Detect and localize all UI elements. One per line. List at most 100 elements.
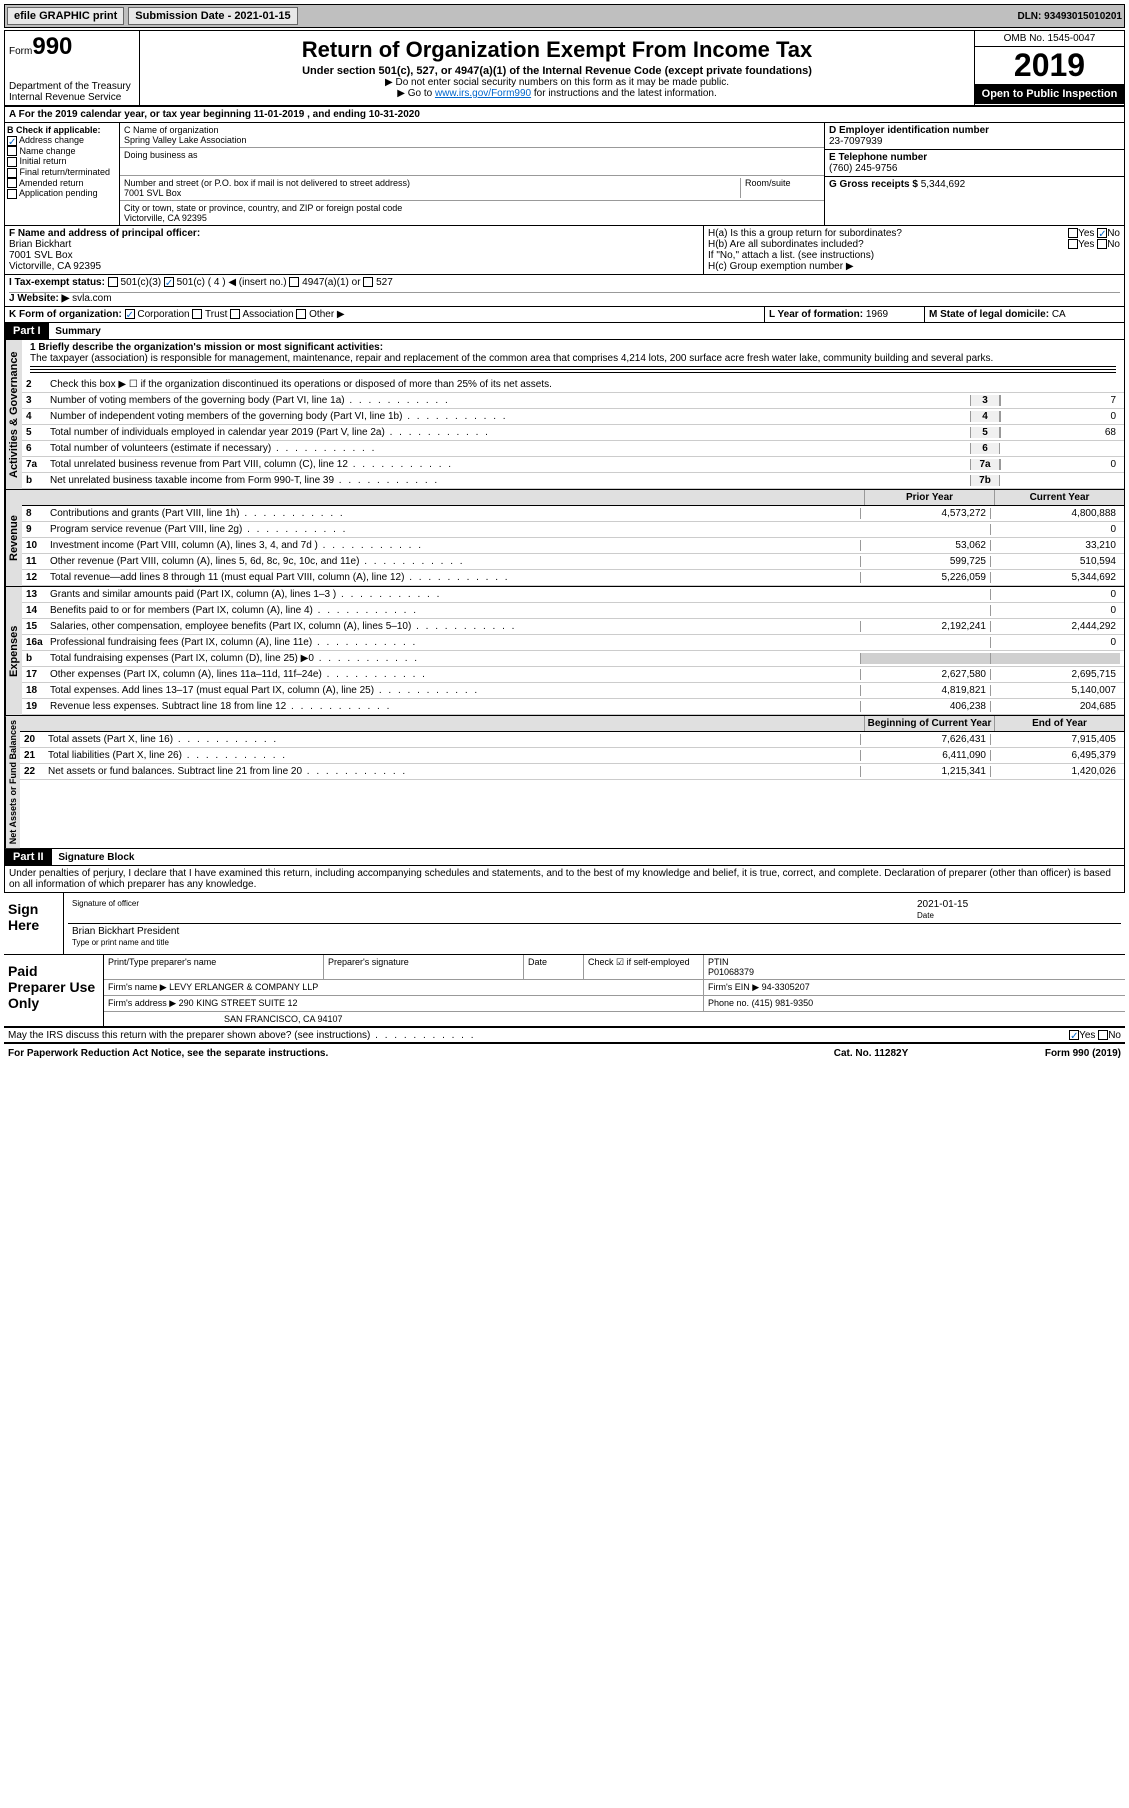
m-label: M State of legal domicile: (929, 309, 1049, 320)
j-label: J Website: ▶ (9, 293, 69, 304)
line-a: A For the 2019 calendar year, or tax yea… (4, 107, 1125, 123)
ein-value: 23-7097939 (829, 136, 1120, 147)
sign-here-label: Sign Here (4, 893, 64, 954)
sig-date-label: Date (917, 911, 934, 920)
note2-post: for instructions and the latest informat… (531, 88, 717, 99)
opt-amended: Amended return (19, 178, 84, 188)
footer-cat: Cat. No. 11282Y (771, 1048, 971, 1059)
f-label: F Name and address of principal officer: (9, 228, 699, 239)
expenses-section: Expenses 13Grants and similar amounts pa… (4, 587, 1125, 716)
org-name: Spring Valley Lake Association (124, 135, 820, 145)
k-assoc-checkbox[interactable] (230, 309, 240, 319)
gross-value: 5,344,692 (921, 179, 966, 190)
phone-value: (760) 245-9756 (829, 163, 1120, 174)
hb-no-checkbox[interactable] (1097, 239, 1107, 249)
data-line: 14Benefits paid to or for members (Part … (22, 603, 1124, 619)
ha-yes: Yes (1078, 228, 1094, 239)
line2-text: Check this box ▶ ☐ if the organization d… (50, 379, 1120, 390)
open-public-label: Open to Public Inspection (975, 84, 1124, 104)
footer-left: For Paperwork Reduction Act Notice, see … (8, 1048, 771, 1059)
sig-date: 2021-01-15 (917, 899, 968, 910)
k-opt1: Trust (205, 309, 227, 320)
submission-date-button[interactable]: Submission Date - 2021-01-15 (128, 7, 297, 25)
hb-no: No (1107, 239, 1120, 250)
checkbox-name-change[interactable] (7, 146, 17, 156)
i-opt1: 501(c) ( 4 ) ◀ (insert no.) (177, 277, 287, 288)
i-501c-checkbox[interactable] (164, 277, 174, 287)
firm-phone-label: Phone no. (708, 998, 749, 1008)
opt-name-change: Name change (20, 146, 76, 156)
form-label: Form (9, 46, 32, 57)
section-b: B Check if applicable: Address change Na… (5, 123, 120, 225)
k-opt0: Corporation (137, 309, 189, 320)
form-number: 990 (32, 33, 72, 60)
officer-addr2: Victorville, CA 92395 (9, 261, 699, 272)
part2-header: Part II (5, 849, 52, 865)
ha-yes-checkbox[interactable] (1068, 228, 1078, 238)
opt-initial: Initial return (20, 156, 67, 166)
tax-year: 2019 (975, 47, 1124, 84)
officer-addr1: 7001 SVL Box (9, 250, 699, 261)
checkbox-initial[interactable] (7, 157, 17, 167)
website-value: svla.com (72, 293, 111, 304)
governance-line: 5Total number of individuals employed in… (22, 425, 1124, 441)
checkbox-amended[interactable] (7, 178, 17, 188)
hb-yes-checkbox[interactable] (1068, 239, 1078, 249)
form-title: Return of Organization Exempt From Incom… (144, 37, 970, 63)
org-city: Victorville, CA 92395 (124, 213, 820, 223)
activities-governance-section: Activities & Governance 1 Briefly descri… (4, 340, 1125, 490)
data-line: 16aProfessional fundraising fees (Part I… (22, 635, 1124, 651)
data-line: 22Net assets or fund balances. Subtract … (20, 764, 1124, 780)
part1-title: Summary (51, 324, 105, 339)
discuss-no: No (1108, 1030, 1121, 1041)
i-opt3: 527 (376, 277, 393, 288)
dept-label: Department of the Treasury (9, 81, 135, 92)
data-line: 18Total expenses. Add lines 13–17 (must … (22, 683, 1124, 699)
k-trust-checkbox[interactable] (192, 309, 202, 319)
i-label: I Tax-exempt status: (9, 277, 105, 288)
state-domicile: CA (1052, 309, 1066, 320)
data-line: 17Other expenses (Part IX, column (A), l… (22, 667, 1124, 683)
firm-name-label: Firm's name ▶ (108, 982, 167, 992)
hb-note: If "No," attach a list. (see instruction… (708, 250, 1120, 261)
col-prior-year: Prior Year (864, 490, 994, 505)
sig-officer-label: Signature of officer (72, 899, 917, 921)
discuss-no-checkbox[interactable] (1098, 1030, 1108, 1040)
firm-ein-label: Firm's EIN ▶ (708, 982, 759, 992)
firm-addr1: 290 KING STREET SUITE 12 (179, 998, 298, 1008)
part2-title: Signature Block (54, 850, 138, 865)
data-line: 11Other revenue (Part VIII, column (A), … (22, 554, 1124, 570)
i-501c3-checkbox[interactable] (108, 277, 118, 287)
section-c: C Name of organization Spring Valley Lak… (120, 123, 824, 225)
data-line: 9Program service revenue (Part VIII, lin… (22, 522, 1124, 538)
officer-printed-name: Brian Bickhart President (72, 926, 179, 937)
printed-name-label: Type or print name and title (72, 938, 169, 947)
firm-addr-label: Firm's address ▶ (108, 998, 176, 1008)
checkbox-address-change[interactable] (7, 136, 17, 146)
checkbox-pending[interactable] (7, 189, 17, 199)
checkbox-final[interactable] (7, 168, 17, 178)
i-opt0: 501(c)(3) (121, 277, 162, 288)
ptin-label: PTIN (708, 957, 729, 967)
k-other-checkbox[interactable] (296, 309, 306, 319)
header-note-1: ▶ Do not enter social security numbers o… (144, 77, 970, 88)
hc-label: H(c) Group exemption number ▶ (708, 261, 1120, 272)
paid-preparer-block: Paid Preparer Use Only Print/Type prepar… (4, 955, 1125, 1028)
i-527-checkbox[interactable] (363, 277, 373, 287)
prep-sig-header: Preparer's signature (324, 955, 524, 979)
note2-pre: ▶ Go to (397, 88, 435, 99)
declaration-text: Under penalties of perjury, I declare th… (4, 866, 1125, 893)
year-formation: 1969 (866, 309, 888, 320)
data-line: 13Grants and similar amounts paid (Part … (22, 587, 1124, 603)
k-opt2: Association (242, 309, 293, 320)
ha-no-checkbox[interactable] (1097, 228, 1107, 238)
i-4947-checkbox[interactable] (289, 277, 299, 287)
net-assets-section: Net Assets or Fund Balances Beginning of… (4, 716, 1125, 849)
form990-link[interactable]: www.irs.gov/Form990 (435, 88, 531, 99)
efile-print-button[interactable]: efile GRAPHIC print (7, 7, 124, 25)
mission-text: The taxpayer (association) is responsibl… (30, 353, 1116, 364)
discuss-yes-checkbox[interactable] (1069, 1030, 1079, 1040)
ha-no: No (1107, 228, 1120, 239)
firm-ein: 94-3305207 (762, 982, 810, 992)
k-corp-checkbox[interactable] (125, 309, 135, 319)
